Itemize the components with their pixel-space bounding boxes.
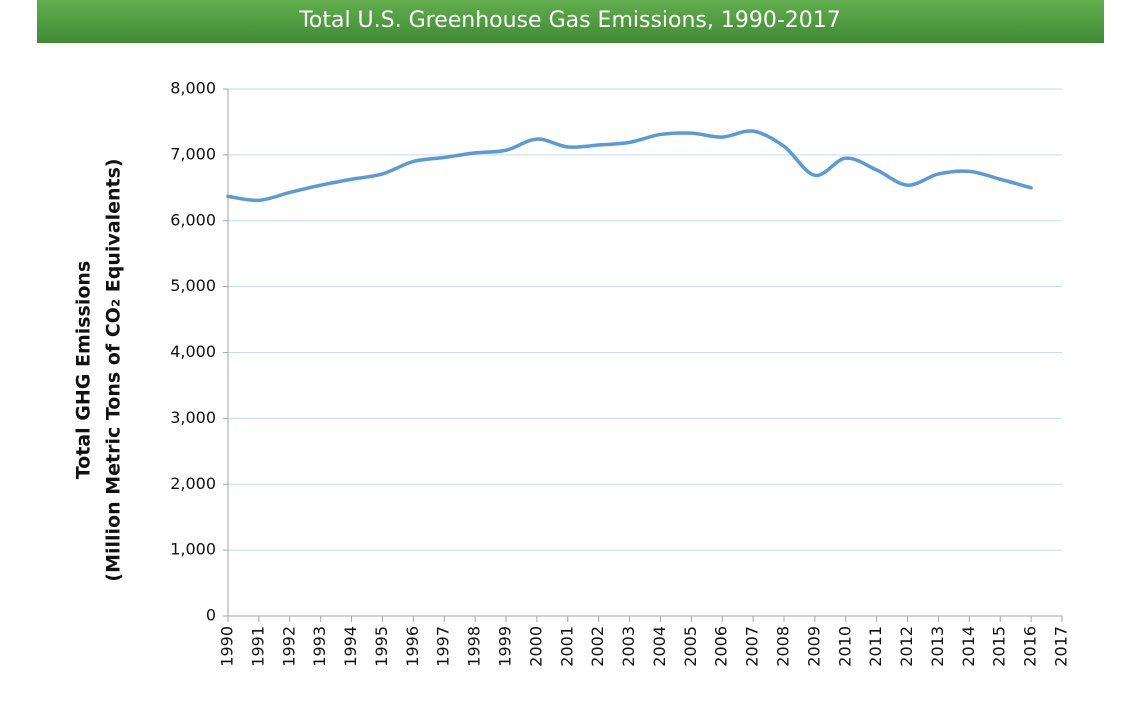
y-tick-label: 8,000 [170, 79, 216, 98]
x-tick-label: 2011 [866, 626, 885, 667]
x-tick-label: 2009 [804, 626, 823, 667]
x-tick-label: 2017 [1052, 626, 1071, 667]
line-series [226, 129, 1033, 203]
x-tick-label: 1994 [341, 626, 360, 667]
title-banner [37, 0, 1104, 43]
y-tick-label: 2,000 [170, 474, 216, 493]
x-tick-label: 2004 [650, 626, 669, 667]
x-tick-label: 1993 [310, 626, 329, 667]
x-tick-label: 2012 [897, 626, 916, 667]
x-tick-label: 2016 [1021, 626, 1040, 667]
y-tick-label: 6,000 [170, 210, 216, 229]
y-tick-label: 3,000 [170, 408, 216, 427]
x-tick-label: 2010 [835, 626, 854, 667]
x-tick-label: 2000 [526, 626, 545, 667]
x-tick-label: 2015 [990, 626, 1009, 667]
x-tick-label: 1990 [218, 626, 237, 667]
x-tick-label: 2006 [712, 626, 731, 667]
y-tick-label: 4,000 [170, 342, 216, 361]
y-tick-label: 1,000 [170, 540, 216, 559]
y-tick-label: 0 [206, 606, 216, 625]
x-tick-label: 1999 [496, 626, 515, 667]
x-tick-label: 2001 [557, 626, 576, 667]
x-tick-label: 2002 [588, 626, 607, 667]
x-tick-label: 1996 [403, 626, 422, 667]
y-axis-label: (Million Metric Tons of CO₂ Equivalents) [103, 158, 125, 581]
x-tick-label: 2014 [959, 626, 978, 667]
x-tick-label: 1997 [434, 626, 453, 667]
x-tick-label: 1995 [372, 626, 391, 667]
x-tick-label: 1998 [465, 626, 484, 667]
x-tick-label: 1991 [248, 626, 267, 667]
x-tick-label: 2007 [743, 626, 762, 667]
y-tick-label: 5,000 [170, 276, 216, 295]
x-tick-label: 2003 [619, 626, 638, 667]
chart-title: Total U.S. Greenhouse Gas Emissions, 199… [298, 8, 841, 33]
x-tick-label: 2013 [928, 626, 947, 667]
x-tick-label: 1992 [279, 626, 298, 667]
x-tick-label: 2005 [681, 626, 700, 667]
y-tick-label: 7,000 [170, 144, 216, 163]
x-tick-label: 2008 [774, 626, 793, 667]
y-axis-label: Total GHG Emissions [73, 261, 95, 480]
